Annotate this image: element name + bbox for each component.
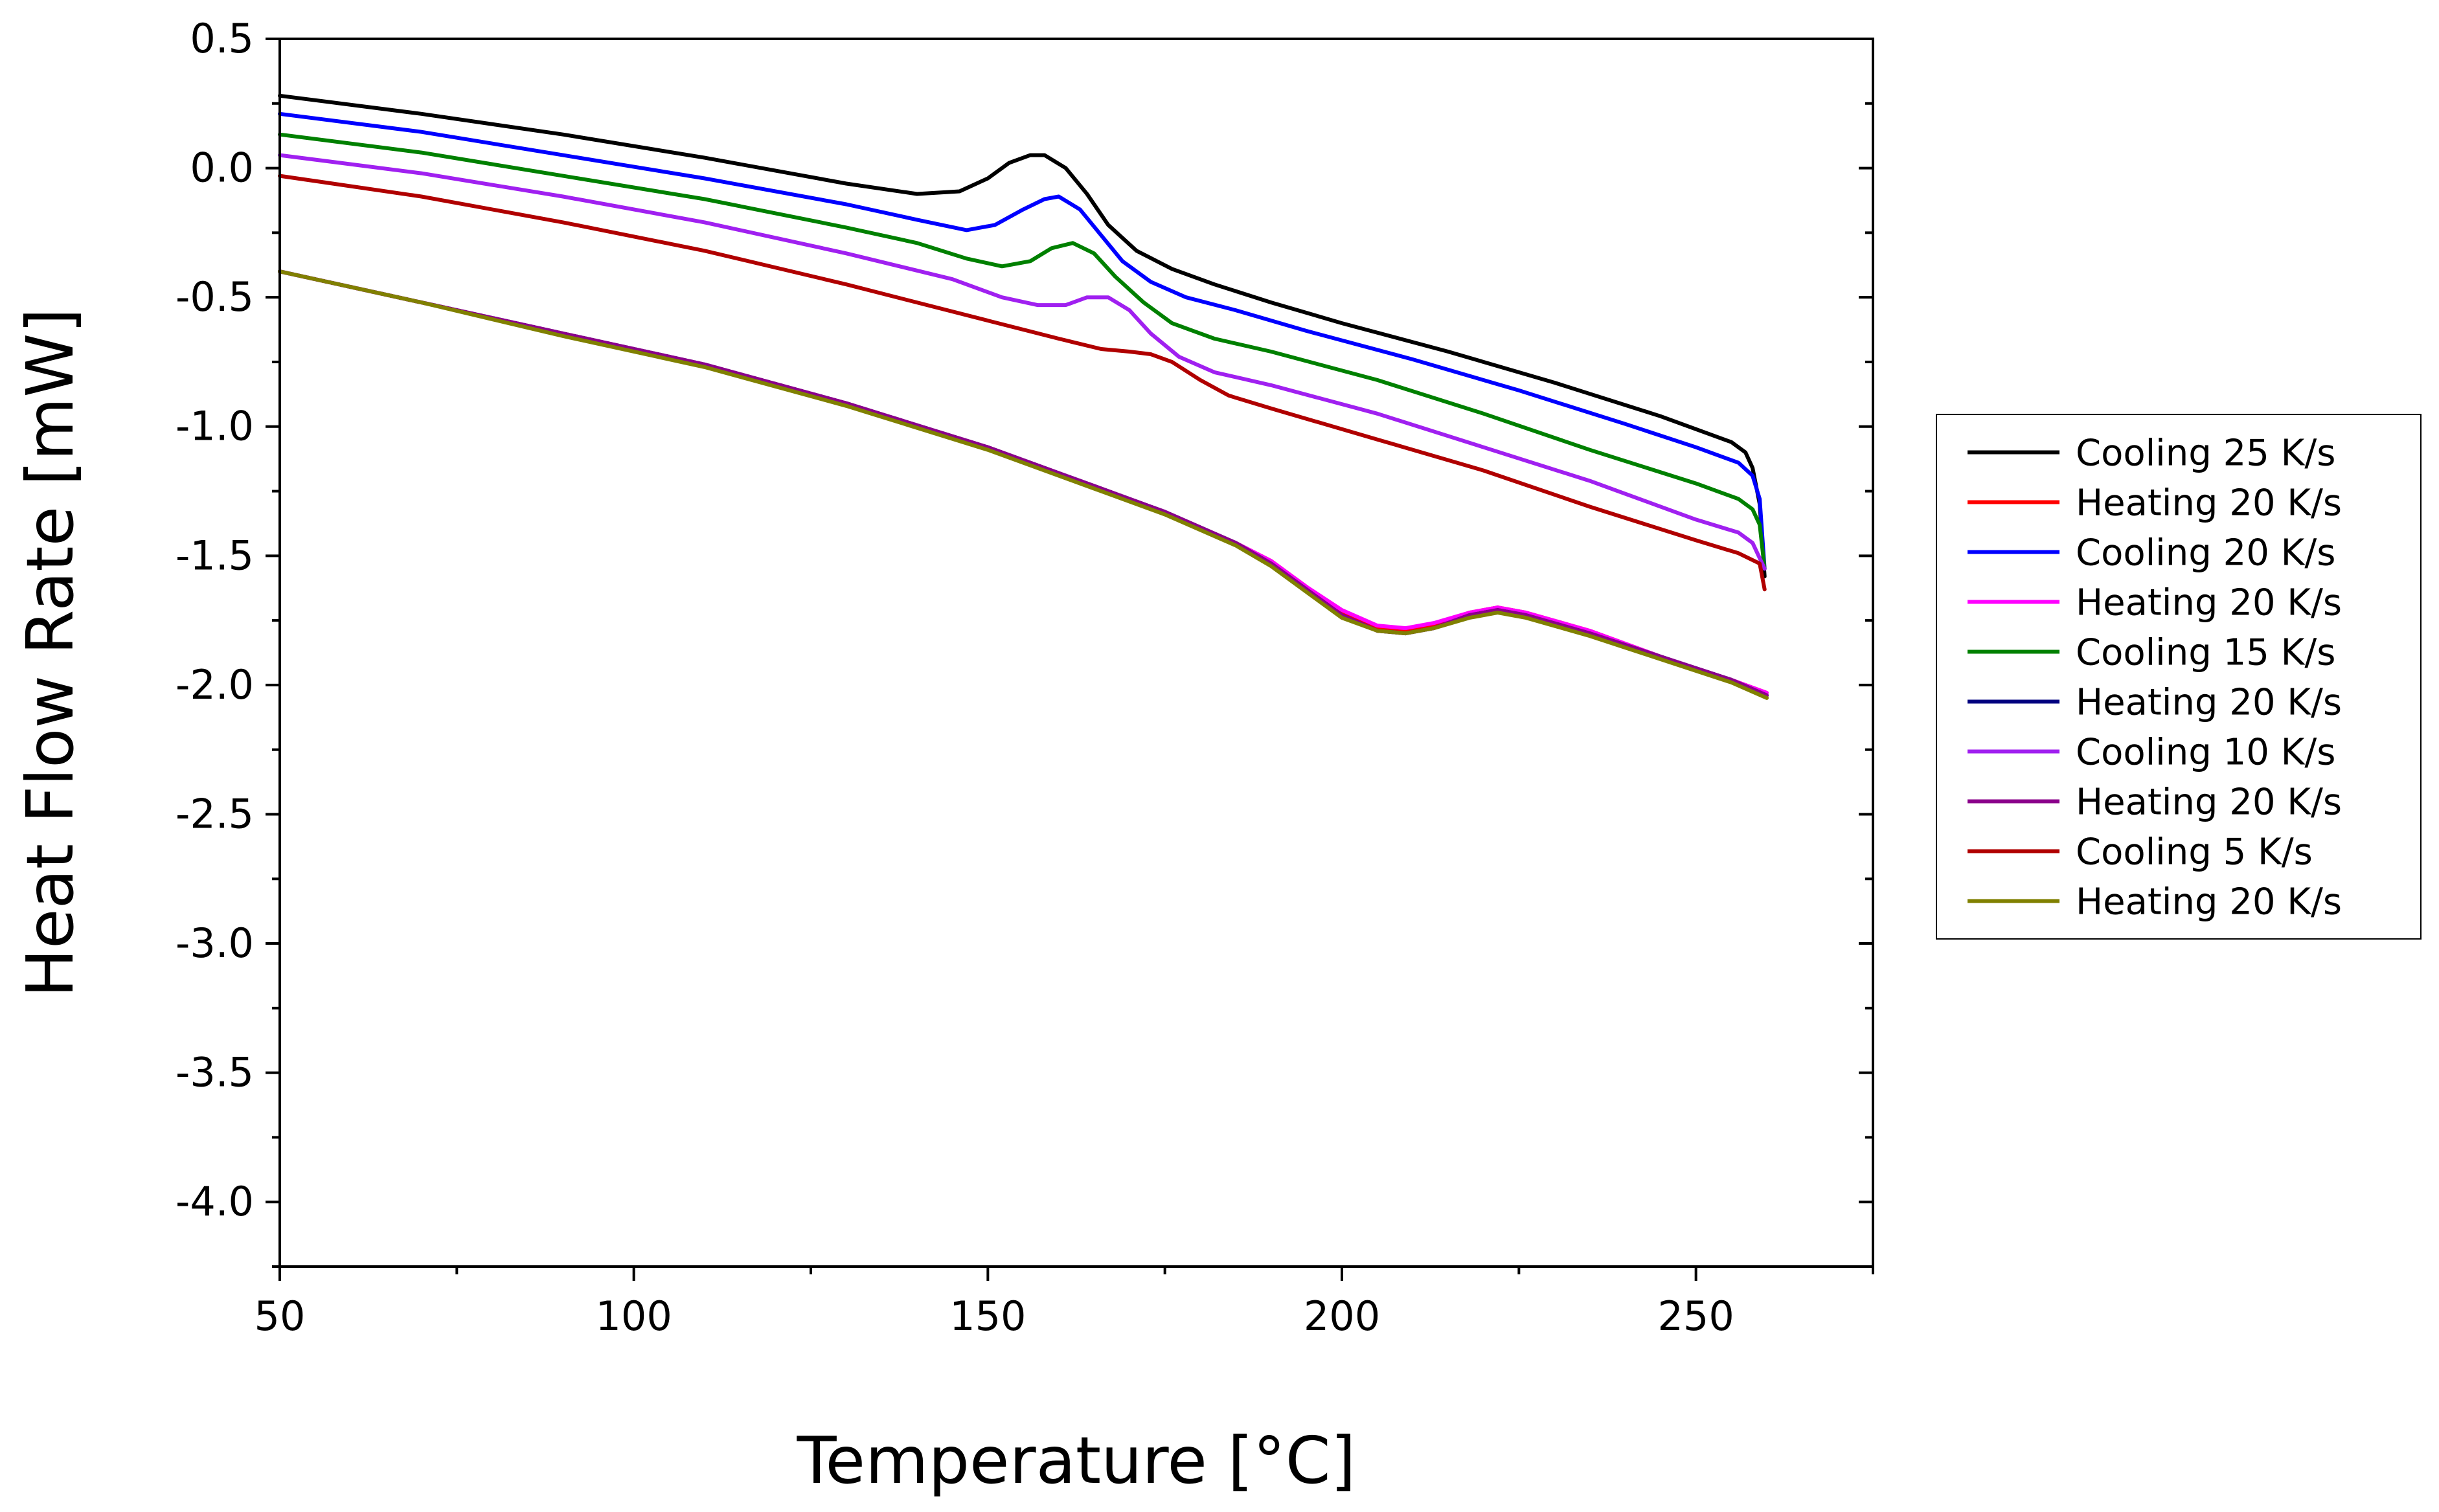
legend: Cooling 25 K/s Heating 20 K/s Cooling 20 K… xyxy=(1936,414,2422,940)
y-tick-label: -2.0 xyxy=(176,661,254,708)
legend-label-3: Cooling 20 K/s xyxy=(2076,532,2335,574)
legend-label-2: Heating 20 K/s xyxy=(2076,482,2342,525)
x-axis-title: Temperature [°C] xyxy=(796,1423,1356,1498)
y-tick-label: 0.0 xyxy=(190,144,254,192)
x-tick-label: 50 xyxy=(255,1292,306,1340)
series-line-1 xyxy=(278,93,1767,579)
y-tick-label: 0.5 xyxy=(190,15,254,62)
y-tick-label: -0.5 xyxy=(176,273,254,321)
legend-label-10: Heating 20 K/s xyxy=(2076,881,2342,923)
x-tick-label: 100 xyxy=(595,1292,672,1340)
x-tick-label: 250 xyxy=(1657,1292,1734,1340)
legend-label-8: Heating 20 K/s xyxy=(2076,782,2342,824)
legend-label-9: Cooling 5 K/s xyxy=(2076,831,2313,874)
x-tick-label: 200 xyxy=(1304,1292,1380,1340)
y-tick-label: -1.0 xyxy=(176,403,254,450)
series-line-10 xyxy=(278,269,1769,700)
y-tick-label: -4.0 xyxy=(176,1178,254,1225)
axis-ticks: 50 100 150 200 250 0.5 0.0 -0.5 -1.0 -1.5 -2.0 -2.5… xyxy=(176,15,1874,1340)
y-tick-label: -1.5 xyxy=(176,532,254,579)
series-line-3 xyxy=(278,111,1767,571)
series-line-8 xyxy=(278,269,1769,697)
legend-label-1: Cooling 25 K/s xyxy=(2076,433,2335,475)
series-lines xyxy=(278,93,1769,700)
legend-label-7: Cooling 10 K/s xyxy=(2076,732,2335,774)
series-line-5 xyxy=(278,132,1767,571)
x-tick-label: 150 xyxy=(949,1292,1026,1340)
series-line-9 xyxy=(278,174,1767,592)
legend-label-4: Heating 20 K/s xyxy=(2076,582,2342,624)
legend-label-6: Heating 20 K/s xyxy=(2076,682,2342,724)
y-tick-label: -3.0 xyxy=(176,920,254,967)
series-line-7 xyxy=(278,153,1767,571)
plot-frame xyxy=(278,38,1874,1268)
legend-label-5: Cooling 15 K/s xyxy=(2076,632,2335,674)
y-tick-label: -3.5 xyxy=(176,1049,254,1096)
y-axis-title: Heat Flow Rate [mW] xyxy=(12,308,88,997)
y-tick-label: -2.5 xyxy=(176,790,254,837)
